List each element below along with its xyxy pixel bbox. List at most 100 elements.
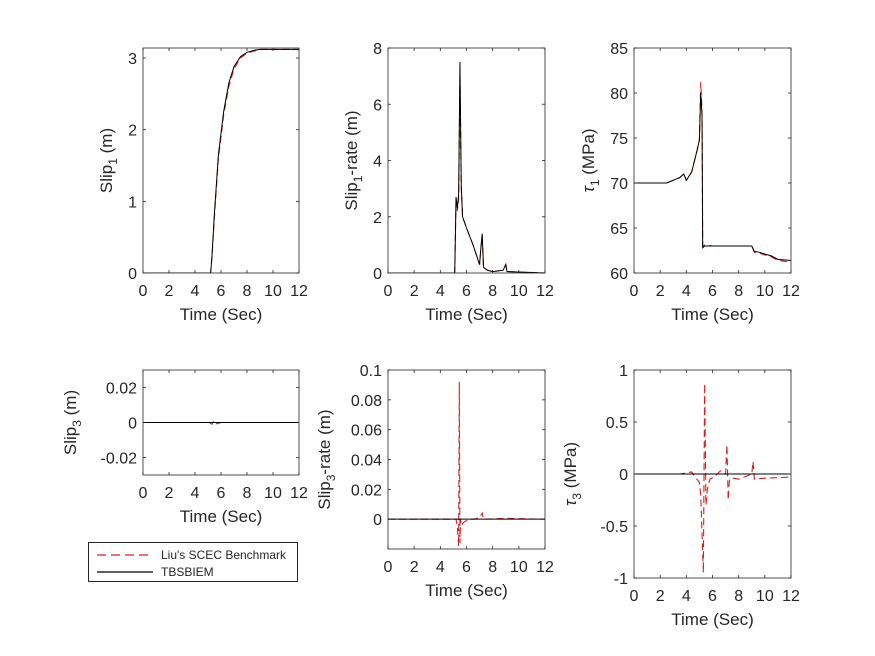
y-label-main: Slip [315, 481, 334, 509]
y-tick-label: -1 [614, 571, 628, 588]
y-tick-label: 0.08 [351, 393, 382, 410]
y-label-unit: (m) [97, 128, 116, 158]
x-tick-label: 0 [139, 283, 148, 300]
y-axis-label: Slip1 (m) [97, 128, 120, 193]
x-tick-label: 2 [410, 283, 419, 300]
y-tick-label: 0.02 [106, 381, 137, 398]
legend-swatch-solid [97, 571, 153, 573]
x-tick-label: 12 [290, 485, 308, 502]
x-tick-label: 2 [165, 283, 174, 300]
x-tick-label: 0 [139, 485, 148, 502]
legend: Liu's SCEC Benchmark TBSBIEM [88, 542, 298, 582]
y-tick-label: 70 [610, 176, 628, 193]
y-tick-label: 2 [373, 210, 382, 227]
y-tick-label: 0.1 [360, 363, 382, 380]
y-tick-label: -0.02 [101, 451, 138, 468]
y-tick-label: 0.02 [351, 482, 382, 499]
x-tick-label: 0 [384, 283, 393, 300]
x-tick-label: 8 [243, 485, 252, 502]
y-label-subscript: 3 [70, 420, 84, 427]
x-tick-label: 4 [191, 283, 200, 300]
y-tick-label: 75 [610, 131, 628, 148]
x-tick-label: 4 [682, 588, 691, 605]
x-tick-label: 2 [165, 485, 174, 502]
x-tick-label: 0 [384, 559, 393, 576]
x-tick-label: 10 [264, 283, 282, 300]
y-tick-label: -0.5 [600, 519, 628, 536]
axes-box [387, 47, 546, 274]
series-line [634, 82, 791, 263]
y-label-subscript: 1 [588, 179, 602, 186]
legend-label: TBSBIEM [161, 565, 214, 579]
y-label-subscript: 1 [106, 158, 120, 165]
y-tick-label: 0 [128, 266, 137, 283]
y-tick-label: 0 [619, 467, 628, 484]
x-tick-label: 12 [782, 588, 800, 605]
y-tick-label: 0.06 [351, 423, 382, 440]
x-tick-label: 4 [436, 559, 445, 576]
x-tick-label: 6 [462, 283, 471, 300]
x-tick-label: 6 [462, 559, 471, 576]
legend-swatch-dashed [97, 554, 153, 556]
x-axis-label: Time (Sec) [425, 305, 508, 324]
y-tick-label: 1 [128, 194, 137, 211]
series-line [634, 92, 791, 261]
x-axis-label: Time (Sec) [180, 305, 263, 324]
x-tick-label: 10 [264, 485, 282, 502]
y-label-subscript: 3 [324, 474, 338, 481]
x-tick-label: 6 [708, 588, 717, 605]
y-tick-label: 2 [128, 123, 137, 140]
y-tick-label: 0 [373, 266, 382, 283]
axes-box [142, 47, 300, 274]
x-tick-label: 4 [682, 283, 691, 300]
x-tick-label: 10 [756, 283, 774, 300]
y-axis-label: Slip3 (m) [61, 390, 84, 455]
legend-item-benchmark: Liu's SCEC Benchmark [89, 546, 286, 564]
y-tick-label: 4 [373, 154, 382, 171]
y-tick-label: 0.04 [351, 453, 382, 470]
x-tick-label: 12 [536, 559, 554, 576]
y-tick-label: 8 [373, 41, 382, 58]
y-label-main: Slip [97, 165, 116, 193]
y-axis-label: τ3 (MPa) [561, 442, 584, 506]
y-axis-label: Slip3-rate (m) [315, 409, 338, 509]
y-label-main: τ [579, 185, 598, 193]
y-label-main: τ [561, 498, 580, 506]
x-tick-label: 10 [756, 588, 774, 605]
axes-box [387, 369, 546, 550]
y-tick-label: 0 [128, 416, 137, 433]
x-tick-label: 12 [536, 283, 554, 300]
y-tick-label: 0 [373, 512, 382, 529]
x-tick-label: 2 [410, 559, 419, 576]
y-tick-label: 60 [610, 266, 628, 283]
x-tick-label: 8 [734, 588, 743, 605]
x-tick-label: 12 [782, 283, 800, 300]
legend-label: Liu's SCEC Benchmark [161, 548, 287, 562]
y-label-unit: -rate (m) [342, 110, 361, 175]
y-label-subscript: 1 [351, 175, 365, 182]
x-tick-label: 10 [510, 283, 528, 300]
x-tick-label: 0 [630, 588, 639, 605]
series-line [388, 381, 545, 547]
x-tick-label: 6 [217, 283, 226, 300]
series-line [634, 383, 791, 573]
y-label-main: Slip [61, 427, 80, 455]
x-tick-label: 2 [656, 283, 665, 300]
y-label-main: Slip [342, 182, 361, 210]
y-label-unit: (MPa) [561, 442, 580, 493]
axes-box [633, 47, 792, 274]
y-tick-label: 1 [619, 363, 628, 380]
y-label-unit: (MPa) [579, 128, 598, 179]
series-line [388, 78, 545, 273]
y-tick-label: 65 [610, 221, 628, 238]
legend-item-tbsbiem: TBSBIEM [89, 563, 214, 581]
x-tick-label: 6 [217, 485, 226, 502]
y-tick-label: 3 [128, 51, 137, 68]
y-axis-label: Slip1-rate (m) [342, 110, 365, 210]
